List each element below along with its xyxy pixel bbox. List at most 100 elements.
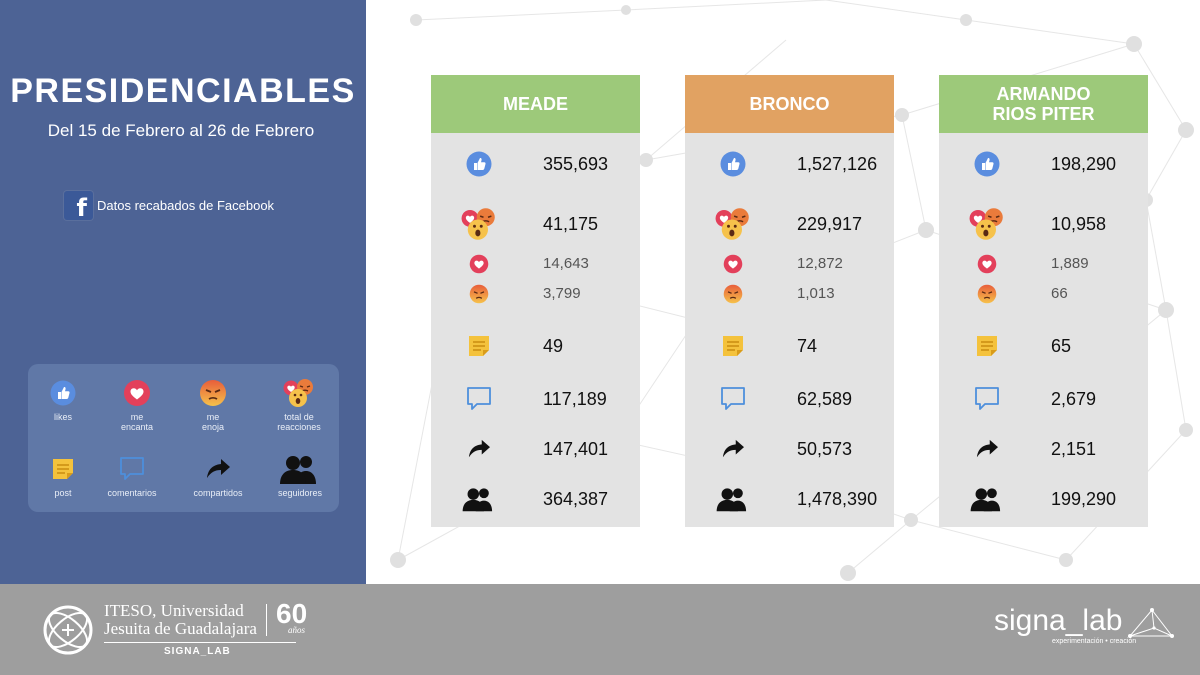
legend-item-compartidos: compartidos — [179, 454, 257, 498]
angry-icon — [200, 380, 226, 406]
metric-value: 1,013 — [797, 285, 835, 302]
metric-likes: 355,693 — [431, 149, 640, 179]
anniversary-label: años — [288, 625, 306, 635]
metric-value: 14,643 — [543, 255, 589, 272]
anniversary-badge: 60 años — [276, 598, 308, 636]
metric-value: 12,872 — [797, 255, 843, 272]
legend-label: me encanta — [120, 412, 154, 432]
metric-icon — [969, 208, 1005, 240]
metric-me-encanta: 14,643 — [431, 249, 640, 279]
candidate-name: ARMANDO RIOS PITER — [939, 75, 1148, 133]
institution-line1: ITESO, Universidad — [104, 601, 244, 620]
facebook-icon: f — [64, 191, 93, 222]
love-icon — [723, 254, 743, 274]
legend-label: comentarios — [107, 488, 157, 498]
metric-likes: 1,527,126 — [685, 149, 894, 179]
candidate-name: MEADE — [431, 75, 640, 133]
divider — [104, 642, 296, 643]
legend-label: post — [54, 488, 72, 498]
legend-label: likes — [53, 412, 72, 422]
constellation-icon — [1128, 608, 1174, 638]
legend-item-me-enoja: me enoja — [174, 378, 252, 432]
metric-total-reacciones: 10,958 — [939, 208, 1148, 240]
metric-post: 49 — [431, 331, 640, 361]
metric-value: 2,151 — [1051, 439, 1097, 459]
metric-value: 355,693 — [543, 154, 609, 174]
reactions-icon — [283, 379, 313, 407]
metric-me-encanta: 1,889 — [939, 249, 1148, 279]
candidate-column: BRONCO 1,527,126 229,917 12,872 1,013 74 62,58… — [685, 75, 894, 527]
metric-compartidos: 2,151 — [939, 434, 1148, 464]
followers-icon — [462, 488, 493, 512]
metric-compartidos: 50,573 — [685, 434, 894, 464]
metric-value: 199,290 — [1051, 489, 1117, 509]
legend-item-me-encanta: me encanta — [98, 378, 176, 432]
institution-name: ITESO, Universidad Jesuita de Guadalajar… — [104, 602, 257, 638]
metric-icon — [461, 279, 497, 309]
metric-icon — [715, 208, 751, 240]
candidate-column: ARMANDO RIOS PITER 198,290 10,958 1,889 66 65… — [939, 75, 1148, 527]
legend-item-total-reacciones: total de reacciones — [260, 378, 338, 432]
data-source-label: Datos recabados de Facebook — [97, 198, 275, 213]
metric-value: 62,589 — [797, 389, 853, 409]
separator — [266, 604, 267, 636]
metric-seguidores: 364,387 — [431, 484, 640, 514]
page-title: PRESIDENCIABLES — [10, 72, 356, 110]
legend-label: me enoja — [201, 412, 225, 432]
post-icon — [723, 336, 743, 356]
metric-value: 229,917 — [797, 214, 863, 234]
angry-icon — [977, 284, 997, 304]
love-icon — [469, 254, 489, 274]
metric-value: 49 — [543, 336, 564, 356]
metric-icon — [461, 249, 497, 279]
institution-line2: Jesuita de Guadalajara — [104, 619, 257, 638]
metric-total-reacciones: 41,175 — [431, 208, 640, 240]
date-range: Del 15 de Febrero al 26 de Febrero — [47, 121, 315, 140]
metric-icon — [715, 384, 751, 414]
brand-tagline: experimentación • creación — [1052, 638, 1137, 645]
angry-icon — [723, 284, 743, 304]
metric-value: 1,527,126 — [797, 154, 878, 174]
like-icon — [720, 151, 746, 177]
legend-label: total de reacciones — [277, 412, 321, 432]
followers-icon — [280, 456, 316, 484]
metric-value: 65 — [1051, 336, 1072, 356]
metric-icon — [461, 208, 497, 240]
share-icon — [468, 439, 490, 458]
metric-icon — [715, 434, 751, 464]
reactions-icon — [969, 208, 1003, 240]
like-icon — [974, 151, 1000, 177]
legend-item-likes: likes — [24, 378, 102, 422]
left-panel: PRESIDENCIABLES Del 15 de Febrero al 26 … — [0, 0, 366, 584]
metric-icon — [715, 149, 751, 179]
metric-icon — [969, 434, 1005, 464]
metric-value: 1,478,390 — [797, 489, 878, 509]
legend: likes me encanta me enoja total de reacc… — [28, 364, 339, 512]
metric-total-reacciones: 229,917 — [685, 208, 894, 240]
metric-value: 74 — [797, 336, 818, 356]
legend-label: seguidores — [277, 488, 323, 498]
metric-seguidores: 1,478,390 — [685, 484, 894, 514]
metric-icon — [461, 149, 497, 179]
metric-value: 50,573 — [797, 439, 853, 459]
like-icon — [466, 151, 492, 177]
metric-value: 147,401 — [543, 439, 609, 459]
legend-label: compartidos — [193, 488, 243, 498]
metric-icon — [969, 279, 1005, 309]
legend-item-post: post — [24, 454, 102, 498]
share-icon — [976, 439, 998, 458]
metric-value: 198,290 — [1051, 154, 1117, 174]
metric-icon — [969, 331, 1005, 361]
metric-me-enoja: 1,013 — [685, 279, 894, 309]
metric-comentarios: 117,189 — [431, 384, 640, 414]
anniversary-number: 60 — [276, 598, 308, 629]
candidate-name: BRONCO — [685, 75, 894, 133]
legend-item-comentarios: comentarios — [93, 454, 171, 498]
metric-value: 66 — [1051, 285, 1068, 302]
metric-value: 41,175 — [543, 214, 599, 234]
followers-icon — [716, 488, 747, 512]
metric-post: 74 — [685, 331, 894, 361]
metric-icon — [461, 484, 497, 514]
followers-icon — [970, 488, 1001, 512]
metric-icon — [461, 331, 497, 361]
